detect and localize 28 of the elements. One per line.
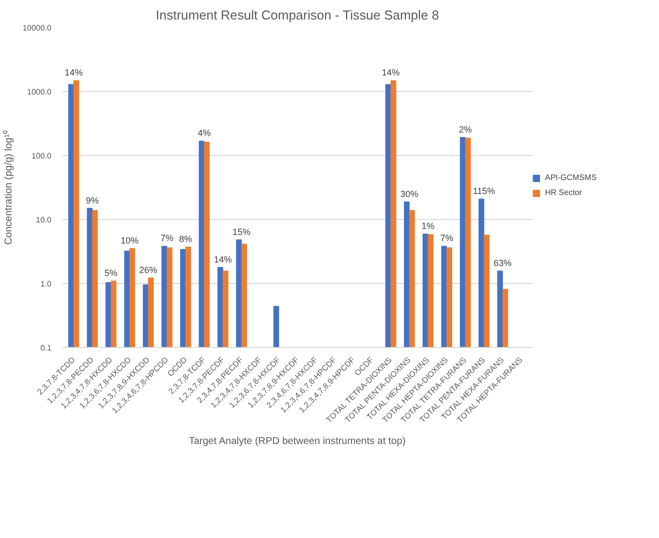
annotation: 26% [139, 264, 158, 275]
annotation: 7% [440, 233, 454, 244]
legend-label: HR Sector [545, 188, 582, 197]
annotation: 9% [86, 195, 99, 206]
annotation: 115% [472, 186, 496, 196]
legend-label: API-GCMSMS [545, 173, 597, 182]
annotation: 30% [400, 188, 418, 199]
annotation: 14% [64, 68, 83, 78]
y-tick-label: 0.1 [40, 344, 52, 352]
annotation: 8% [179, 234, 192, 244]
y-tick-label: 10000.0 [22, 24, 52, 32]
annotation: 5% [104, 268, 118, 278]
annotation: 14% [214, 254, 232, 264]
y-tick-label: 10.0 [36, 216, 52, 224]
annotation: 10% [120, 236, 139, 246]
annotation: 15% [232, 226, 251, 237]
annotation: 1% [422, 221, 435, 232]
y-tick-label: 1000.0 [27, 88, 52, 96]
x-axis-title: Target Analyte (RPD between instruments at top) [188, 436, 406, 447]
annotation: 7% [160, 233, 174, 244]
annotation: 63% [494, 258, 512, 268]
annotation: 4% [198, 128, 211, 138]
annotation: 2% [458, 124, 472, 134]
y-tick-label: 100.0 [31, 152, 52, 160]
y-tick-label: 1.0 [40, 280, 52, 288]
annotation: 14% [382, 68, 400, 78]
chart-title: Instrument Result Comparison - Tissue Sample 8 [156, 8, 440, 22]
y-axis-title: Concentration (pg/g) log¹⁰ [2, 130, 15, 245]
